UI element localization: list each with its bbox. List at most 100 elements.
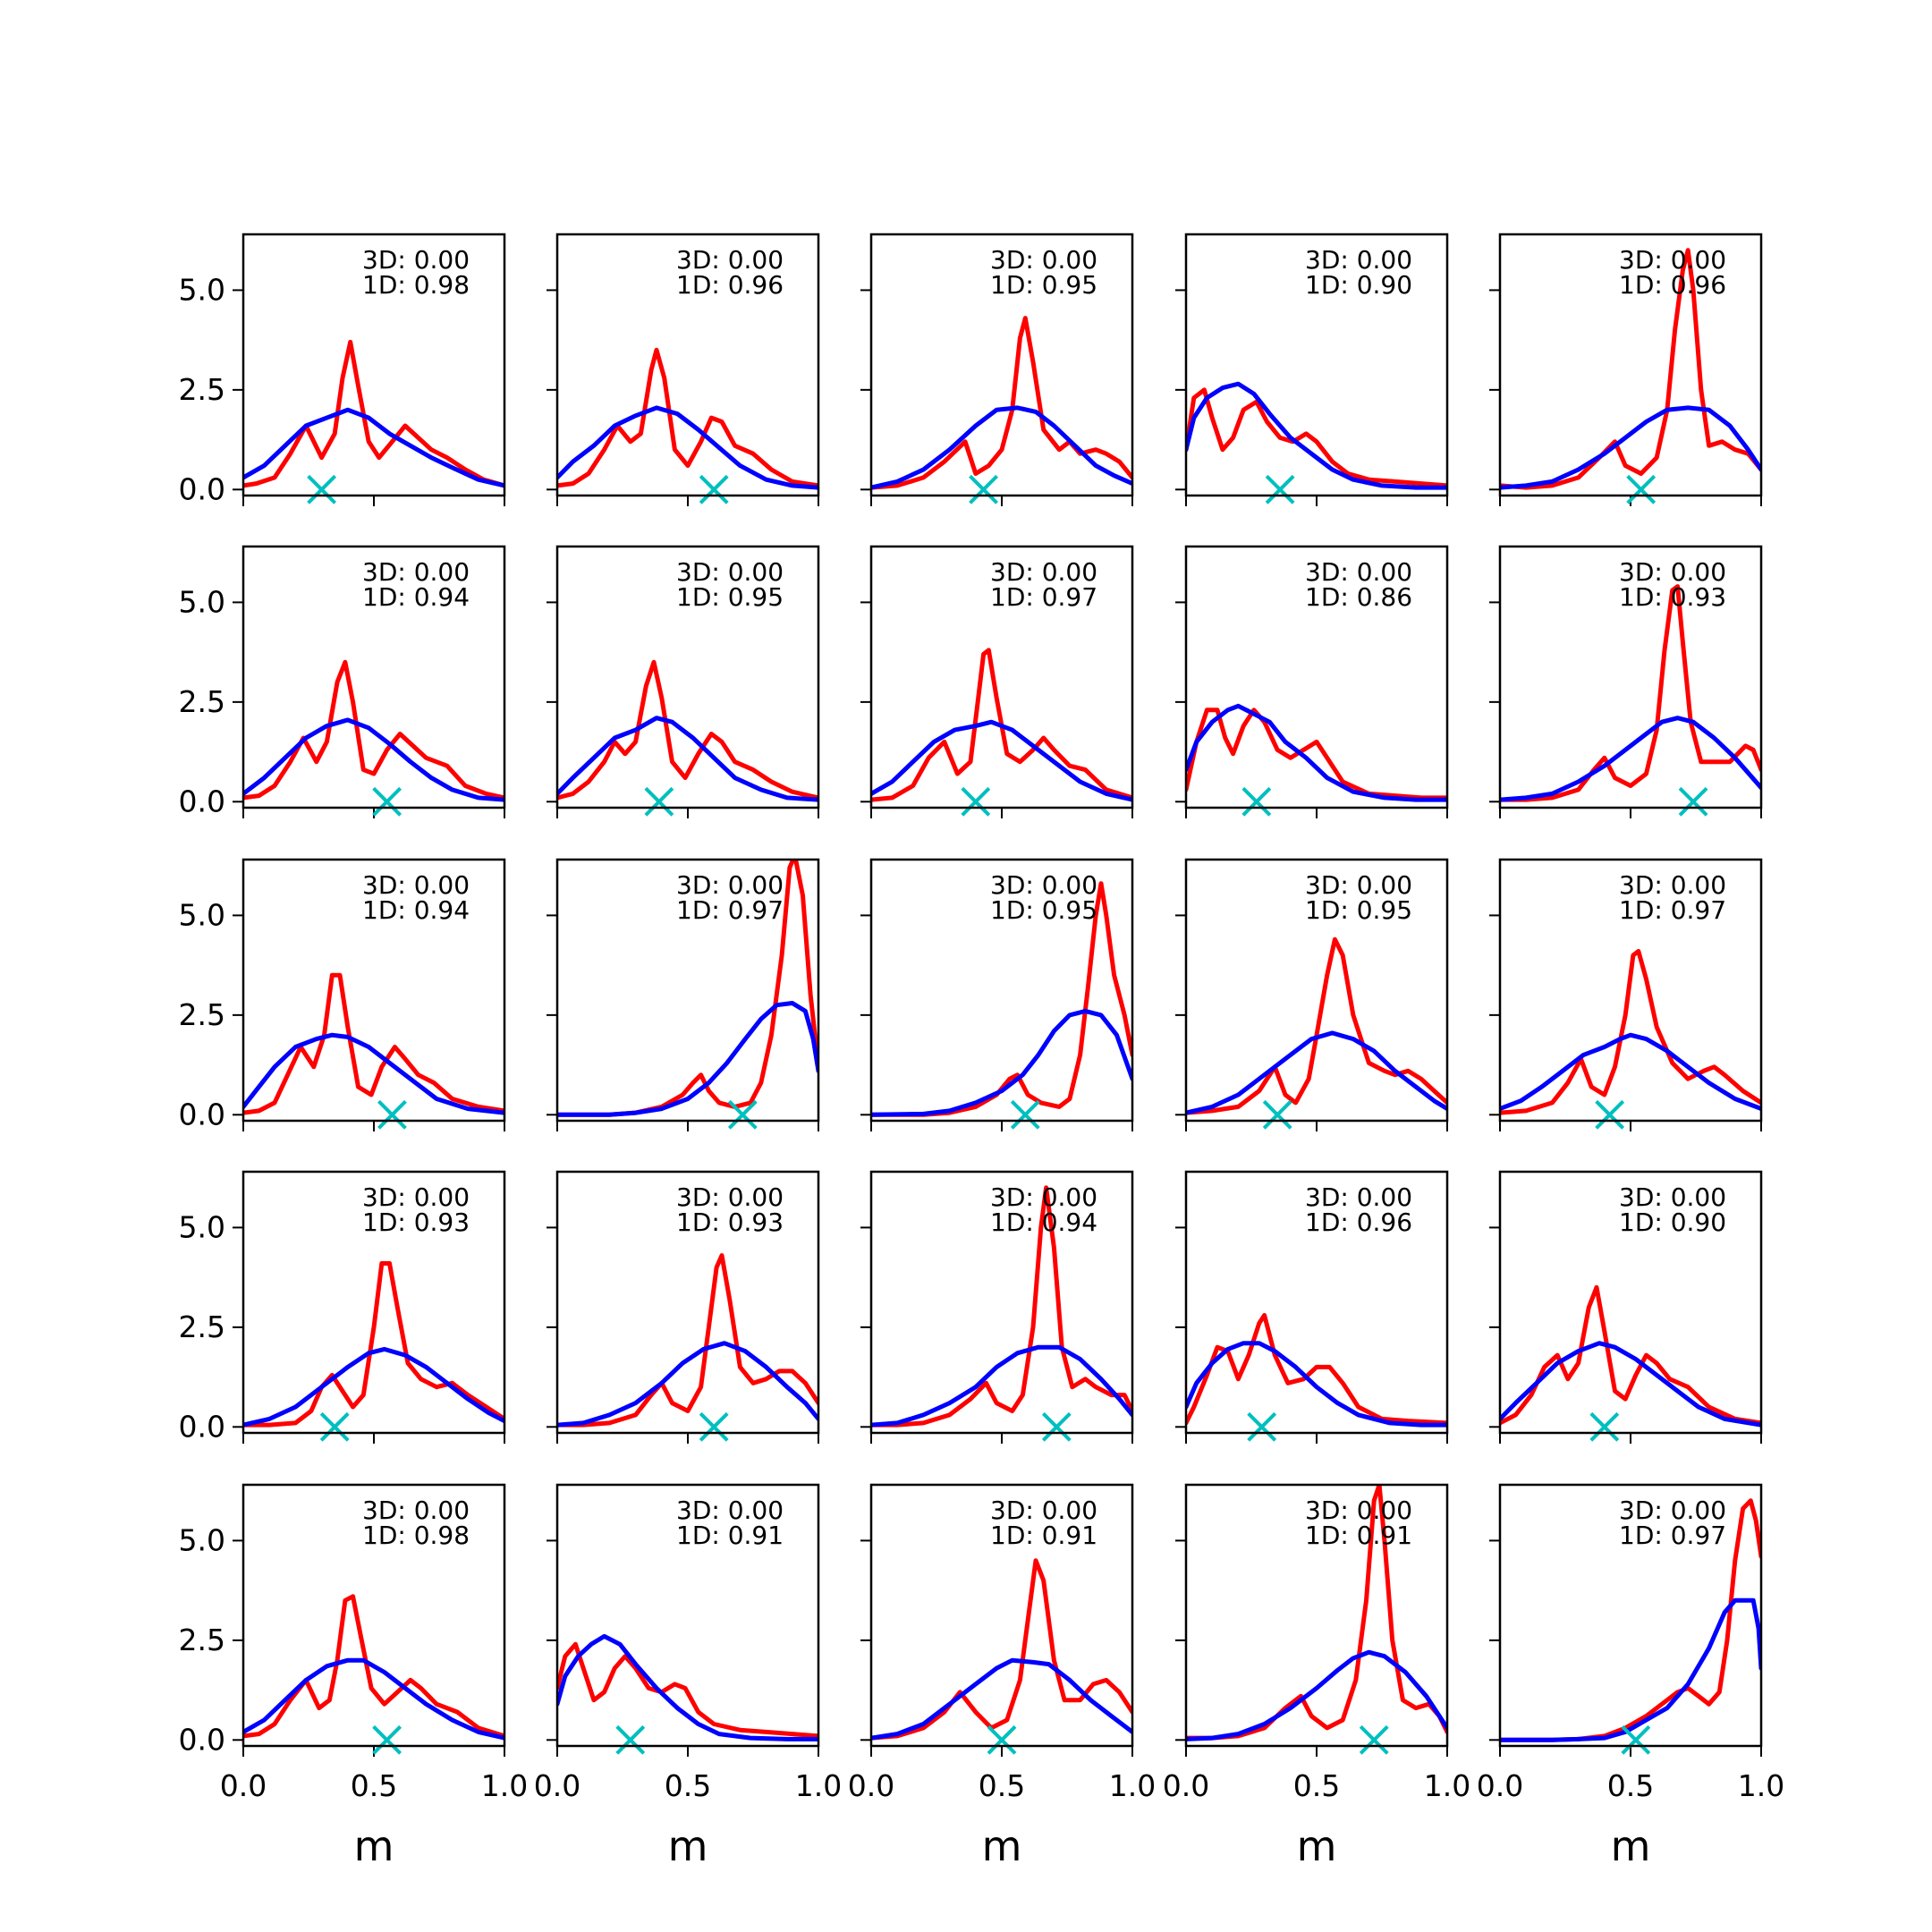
panel-frame	[869, 1483, 1134, 1748]
annotation-3d: 3D: 0.00	[676, 1182, 784, 1212]
plot-area	[243, 1261, 504, 1428]
panel-frame	[1498, 545, 1763, 809]
plot-area	[1186, 703, 1447, 802]
blue-series-line	[557, 716, 818, 802]
x-tick-label: 1.0	[795, 1768, 842, 1803]
panel-frame	[555, 858, 820, 1123]
plot-area	[243, 1594, 504, 1741]
x-marker	[307, 474, 337, 504]
plot-area	[1500, 1498, 1761, 1742]
x-tick-label: 0.0	[220, 1768, 267, 1803]
red-series-line	[871, 648, 1132, 802]
plot-area	[1186, 936, 1447, 1115]
panel-frame	[1498, 1170, 1763, 1435]
x-marker	[372, 786, 402, 817]
x-marker	[1359, 1724, 1389, 1755]
red-series-line	[1500, 949, 1761, 1115]
y-tick-label: 5.0	[179, 1209, 225, 1244]
y-tick-label: 0.0	[179, 1409, 225, 1444]
red-series-line	[1186, 708, 1447, 801]
blue-series-line	[557, 405, 818, 490]
plot-area	[243, 659, 504, 802]
annotation-1d: 1D: 0.94	[362, 895, 470, 925]
plot-area	[1500, 1284, 1761, 1428]
annotation-1d: 1D: 0.95	[990, 895, 1097, 925]
x-tick-label: 0.0	[848, 1768, 894, 1803]
x-marker	[615, 1724, 646, 1755]
annotation-1d: 1D: 0.91	[1305, 1521, 1412, 1550]
annotation-1d: 1D: 0.97	[676, 895, 784, 925]
blue-series-line	[871, 719, 1132, 802]
red-series-line	[871, 1185, 1132, 1428]
x-tick-label: 0.0	[1477, 1768, 1523, 1803]
annotation-3d: 3D: 0.00	[676, 557, 784, 587]
annotation-3d: 3D: 0.00	[676, 1496, 784, 1525]
x-marker	[1262, 1099, 1292, 1130]
annotation-3d: 3D: 0.00	[1305, 557, 1412, 587]
annotation-3d: 3D: 0.00	[990, 245, 1097, 275]
annotation-1d: 1D: 0.90	[1619, 1208, 1726, 1237]
blue-series-line	[243, 1032, 504, 1115]
red-series-line	[871, 881, 1132, 1117]
x-tick-label: 1.0	[1424, 1768, 1470, 1803]
x-tick-label: 0.5	[1293, 1768, 1340, 1803]
panel-frame	[1184, 1170, 1449, 1435]
blue-series-line	[1186, 1649, 1447, 1741]
panel-frame	[1184, 858, 1449, 1123]
red-series-line	[243, 972, 504, 1115]
panel-frame	[242, 233, 506, 497]
annotation-1d: 1D: 0.98	[362, 270, 470, 300]
annotation-1d: 1D: 0.97	[1619, 895, 1726, 925]
x-axis-label: m	[982, 1822, 1022, 1870]
blue-series-line	[243, 1657, 504, 1741]
annotation-3d: 3D: 0.00	[1305, 245, 1412, 275]
panel-frame	[242, 545, 506, 809]
x-tick-label: 0.0	[1163, 1768, 1209, 1803]
annotation-1d: 1D: 0.86	[1305, 582, 1412, 612]
annotation-1d: 1D: 0.95	[676, 582, 784, 612]
red-series-line	[557, 1253, 818, 1428]
annotation-1d: 1D: 0.96	[676, 270, 784, 300]
blue-series-line	[1186, 1341, 1447, 1428]
y-tick-label: 2.5	[179, 997, 225, 1032]
plot-area	[871, 1558, 1132, 1741]
red-series-line	[243, 659, 504, 801]
x-marker	[1247, 1411, 1277, 1442]
red-series-line	[871, 1558, 1132, 1741]
annotation-3d: 3D: 0.00	[1305, 1182, 1412, 1212]
annotation-3d: 3D: 0.00	[990, 1182, 1097, 1212]
plot-area	[871, 316, 1132, 490]
x-tick-label: 1.0	[1738, 1768, 1784, 1803]
x-marker	[727, 1099, 758, 1130]
annotation-3d: 3D: 0.00	[1619, 245, 1726, 275]
annotation-3d: 3D: 0.00	[1619, 1182, 1726, 1212]
annotation-1d: 1D: 0.97	[990, 582, 1097, 612]
annotation-3d: 3D: 0.00	[676, 245, 784, 275]
panel-frame	[555, 545, 820, 809]
annotation-1d: 1D: 0.93	[362, 1208, 470, 1237]
blue-series-line	[1186, 1030, 1447, 1115]
x-marker	[1589, 1411, 1620, 1442]
annotation-3d: 3D: 0.00	[990, 557, 1097, 587]
annotation-1d: 1D: 0.93	[1619, 582, 1726, 612]
x-marker	[1041, 1411, 1072, 1442]
red-series-line	[557, 659, 818, 801]
panel-frame	[555, 1170, 820, 1435]
red-series-line	[557, 1641, 818, 1739]
x-tick-label: 1.0	[481, 1768, 528, 1803]
x-marker	[1626, 474, 1657, 504]
annotation-3d: 3D: 0.00	[362, 1496, 470, 1525]
